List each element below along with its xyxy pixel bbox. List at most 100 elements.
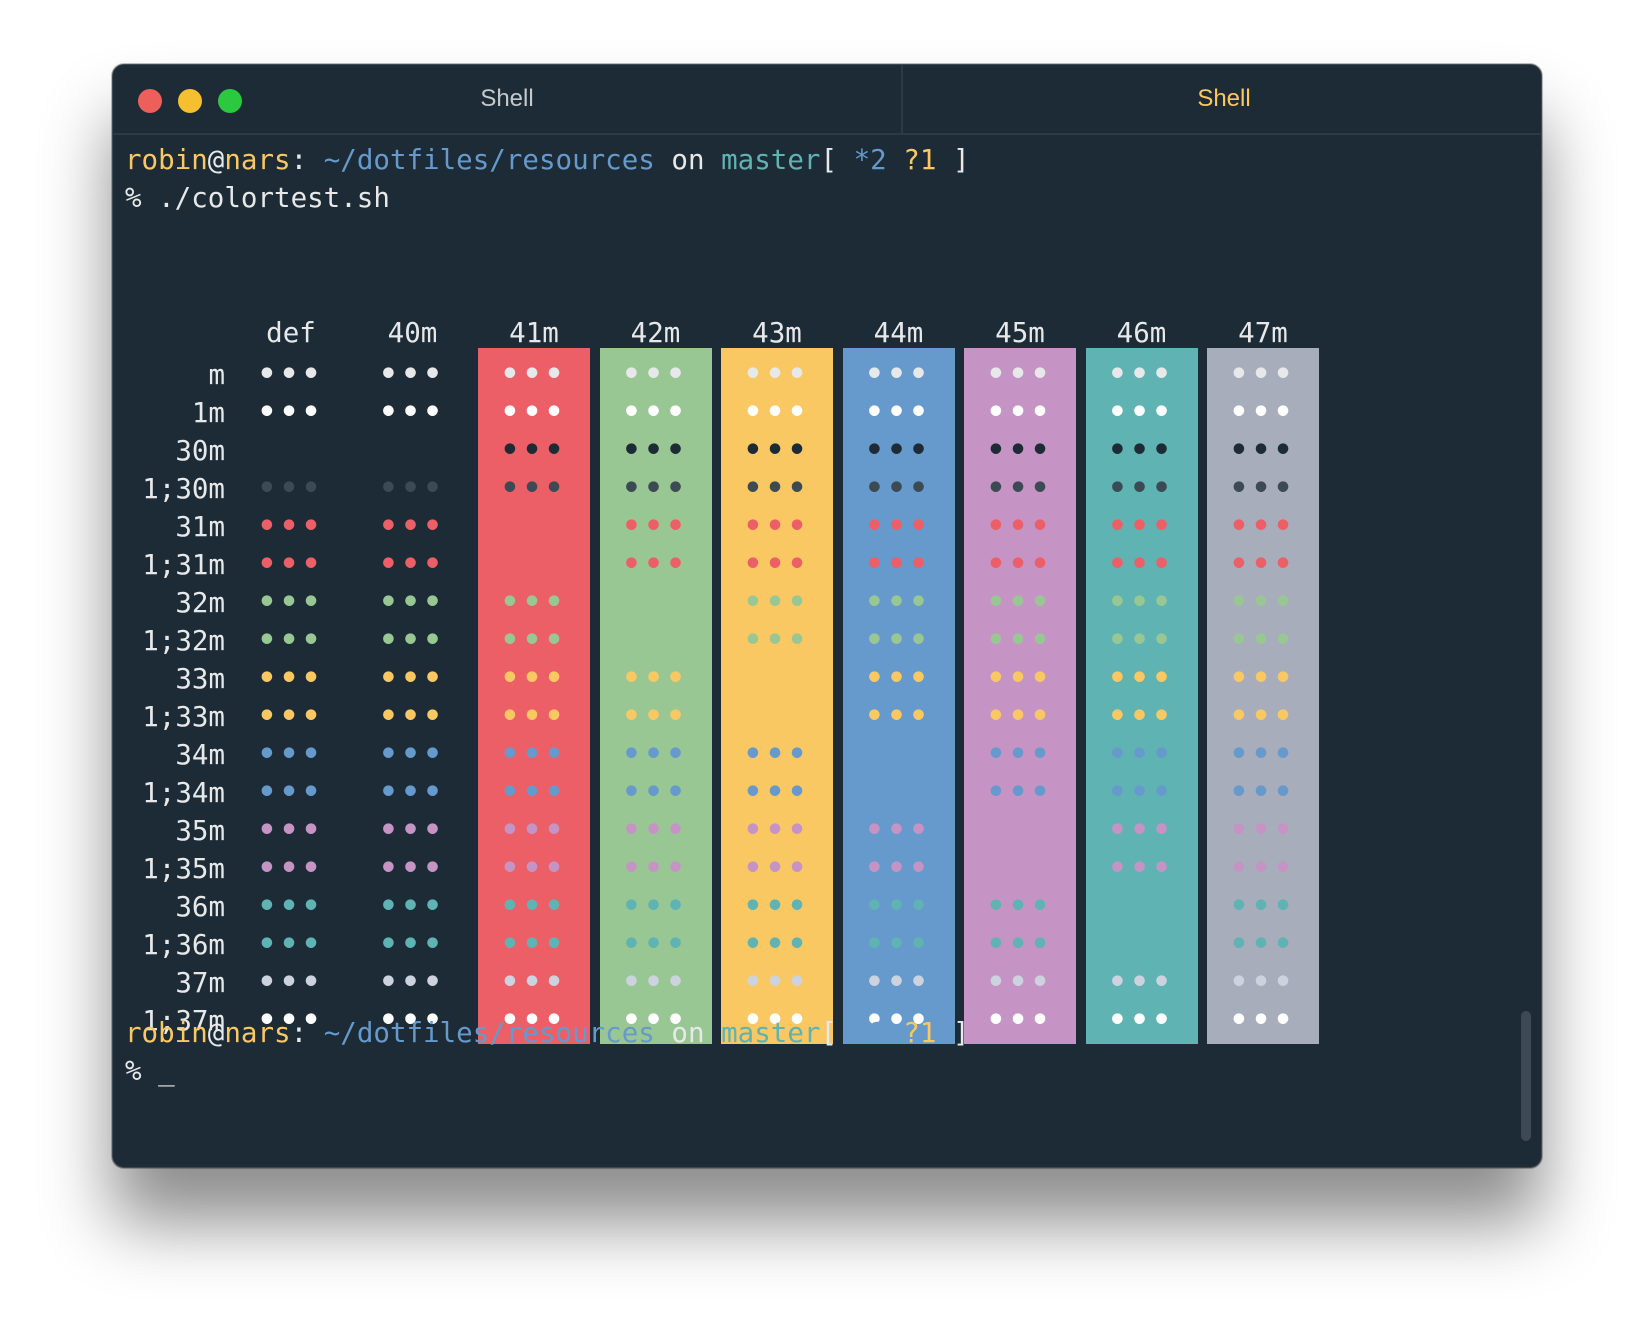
- terminal-content[interactable]: robin@nars: ~/dotfiles/resources on mast…: [125, 135, 1541, 1167]
- color-sample: •••: [1229, 927, 1297, 962]
- color-sample: •••: [1108, 623, 1175, 658]
- tab-shell-1[interactable]: Shell: [113, 65, 903, 133]
- prompt-at: @: [207, 1017, 225, 1049]
- color-sample: •••: [1108, 585, 1175, 620]
- column-header: 45m: [995, 317, 1045, 349]
- background-swatch-41m: [478, 348, 590, 1044]
- color-sample: •••: [1229, 889, 1297, 924]
- prompt-modified: *2: [853, 144, 887, 176]
- color-sample: •••: [865, 699, 932, 734]
- prompt-colon: :: [290, 144, 308, 176]
- row-label: 36m: [175, 891, 225, 923]
- color-sample: •••: [1108, 509, 1175, 544]
- prompt-user: robin: [125, 144, 208, 176]
- color-sample: •••: [257, 623, 325, 658]
- prompt-branch: master: [721, 144, 821, 176]
- color-sample: •••: [257, 547, 325, 582]
- tab-label: Shell: [1197, 85, 1251, 112]
- color-sample: •••: [1229, 433, 1297, 468]
- color-sample: •••: [500, 737, 568, 772]
- color-sample: •••: [500, 699, 568, 734]
- color-sample: •••: [1229, 851, 1297, 886]
- color-sample: •••: [986, 357, 1054, 392]
- color-sample: •••: [257, 813, 325, 848]
- color-sample: •••: [257, 927, 325, 962]
- color-sample: •••: [986, 509, 1054, 544]
- color-sample: •••: [1229, 357, 1297, 392]
- color-sample: •••: [1108, 471, 1175, 506]
- row-label: 34m: [175, 739, 225, 771]
- color-sample: •••: [622, 661, 689, 696]
- color-sample: •••: [986, 547, 1054, 582]
- color-sample: •••: [743, 927, 811, 962]
- row-label: m: [208, 359, 225, 391]
- color-sample: •••: [257, 965, 325, 1000]
- color-sample: •••: [986, 1003, 1054, 1038]
- color-sample: •••: [622, 547, 689, 582]
- column-header: def: [266, 317, 316, 349]
- text-cursor: _: [158, 1055, 175, 1087]
- color-sample: •••: [379, 395, 446, 430]
- color-sample: •••: [986, 433, 1054, 468]
- color-sample: •••: [1108, 851, 1175, 886]
- color-sample: •••: [1229, 775, 1297, 810]
- tab-label: Shell: [480, 85, 534, 112]
- color-sample: •••: [257, 661, 325, 696]
- color-sample: •••: [865, 471, 932, 506]
- color-sample: •••: [257, 775, 325, 810]
- row-label: 37m: [175, 967, 225, 999]
- column-header: 41m: [509, 317, 559, 349]
- column-header: 40m: [387, 317, 438, 349]
- color-sample: •••: [257, 585, 325, 620]
- prompt-at: @: [207, 144, 225, 176]
- tab-shell-2[interactable]: Shell: [905, 65, 1541, 133]
- command-line: % ./colortest.sh: [125, 182, 390, 214]
- color-sample: •••: [500, 433, 568, 468]
- color-sample: •••: [1229, 965, 1297, 1000]
- color-sample: •••: [865, 585, 932, 620]
- background-swatch-44m: [842, 348, 955, 1044]
- color-sample: •••: [986, 661, 1054, 696]
- scrollbar[interactable]: [1521, 1011, 1531, 1141]
- color-sample: •••: [379, 775, 446, 810]
- color-sample: •••: [257, 699, 325, 734]
- prompt-on: on: [671, 1017, 705, 1049]
- color-sample: •••: [379, 357, 446, 392]
- maximize-button[interactable]: [218, 89, 242, 113]
- color-sample: •••: [500, 775, 568, 810]
- color-sample: •••: [865, 1003, 932, 1038]
- color-sample: •••: [1229, 585, 1297, 620]
- color-sample: •••: [865, 547, 932, 582]
- color-sample: •••: [500, 889, 568, 924]
- color-sample: •••: [622, 889, 689, 924]
- color-sample: •••: [1229, 1003, 1297, 1038]
- color-sample: •••: [986, 471, 1054, 506]
- color-sample: •••: [1108, 395, 1175, 430]
- terminal-window: Shell Shell robin@nars: ~/dotfiles/resou…: [112, 64, 1542, 1168]
- row-label: 33m: [175, 663, 225, 695]
- color-sample: •••: [743, 585, 811, 620]
- background-swatch-42m: [599, 348, 712, 1044]
- row-label: 1;37m: [142, 1005, 225, 1037]
- input-line[interactable]: % _: [125, 1051, 175, 1091]
- close-button[interactable]: [138, 89, 162, 113]
- color-sample: •••: [622, 395, 689, 430]
- color-sample: •••: [500, 965, 568, 1000]
- prompt-bracket-open: [: [820, 1017, 838, 1049]
- color-sample: •••: [1229, 509, 1297, 544]
- color-sample: •••: [622, 851, 689, 886]
- color-sample: •••: [743, 813, 811, 848]
- color-sample: •••: [1229, 471, 1297, 506]
- background-swatch-45m: [964, 348, 1076, 1044]
- color-sample: •••: [622, 775, 689, 810]
- minimize-button[interactable]: [178, 89, 202, 113]
- color-sample: •••: [379, 585, 446, 620]
- color-sample: •••: [379, 965, 446, 1000]
- color-sample: •••: [257, 1003, 325, 1038]
- color-sample: •••: [257, 357, 325, 392]
- row-label: 1;33m: [142, 701, 225, 733]
- prompt-untracked: ?1: [903, 1017, 937, 1049]
- color-sample: •••: [257, 433, 325, 468]
- color-sample: •••: [986, 585, 1054, 620]
- color-sample: •••: [500, 623, 568, 658]
